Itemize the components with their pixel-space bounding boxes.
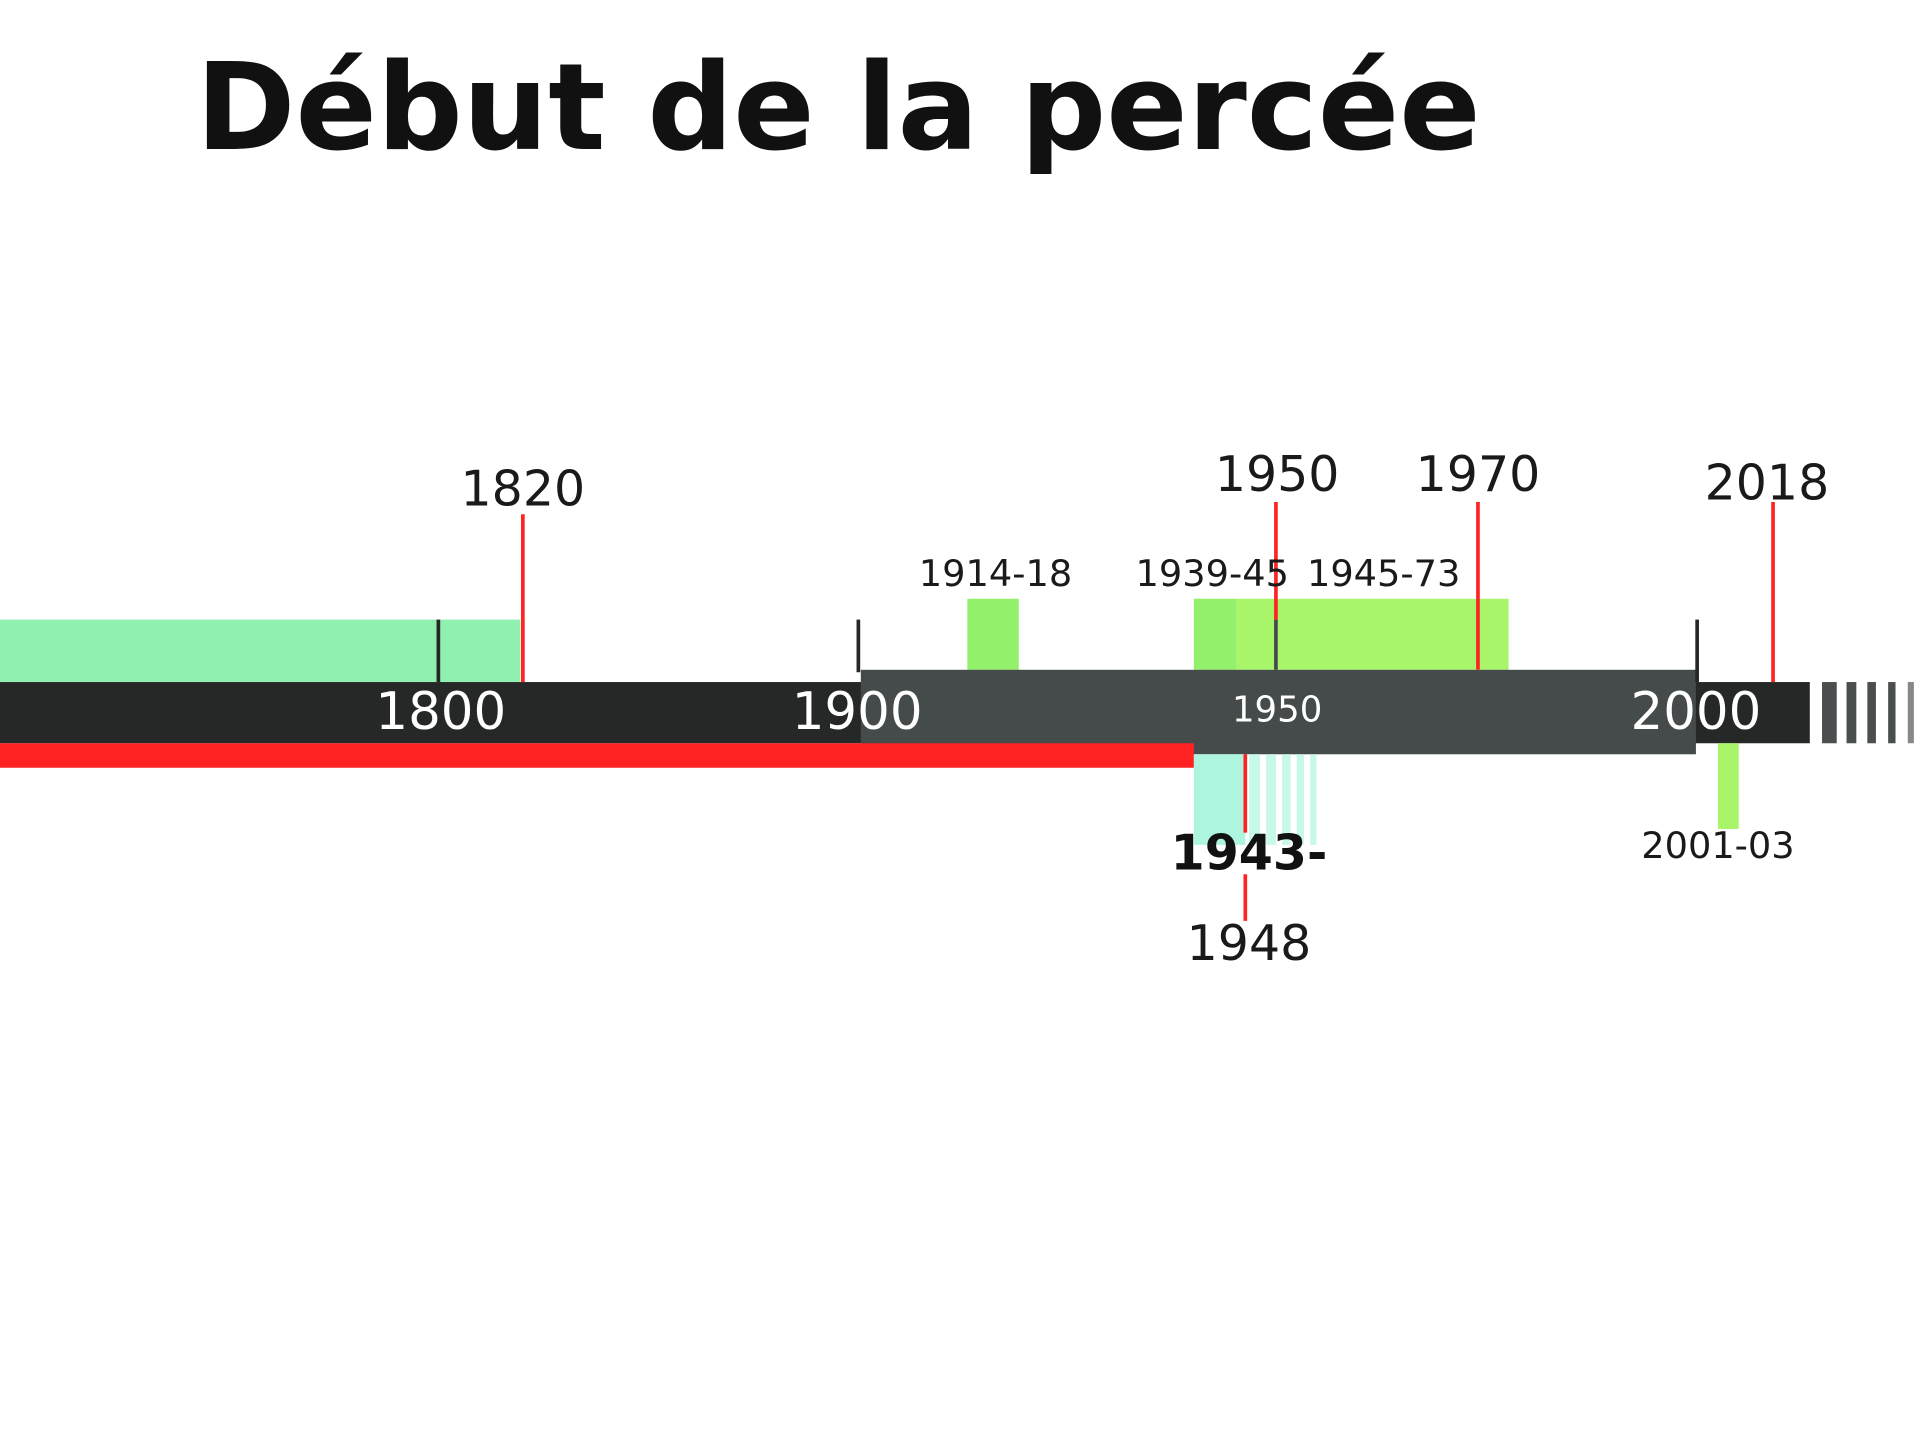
period-label: 1939-45 [1136,552,1289,595]
red-bar [0,743,1194,768]
event-label: 1950 [1215,446,1340,503]
period-bar [1236,598,1509,670]
event-label: 1820 [461,461,586,518]
mint-band [0,619,521,683]
period-bar-below [1717,743,1739,829]
event-label: 1970 [1416,446,1541,503]
event-label: 2018 [1705,455,1830,512]
fade-stripes [1248,754,1317,845]
axis-label: 1800 [375,682,506,742]
ticks [436,619,1699,683]
event-lines [521,502,1775,921]
period-bar-below [1193,754,1246,845]
axis-stripes [1822,682,1914,744]
axis-label: 1900 [792,682,923,742]
axis-bar-zoom [860,669,1696,755]
period-bar [1193,598,1237,670]
period-label: 2001-03 [1641,824,1794,867]
event-label: 1948 [1187,915,1312,972]
title: Début de la percée [196,39,1481,178]
period-label: 1945-73 [1307,552,1460,595]
axis-label: 2000 [1631,682,1762,742]
period-bar [967,598,1019,670]
period-label: 1914-18 [919,552,1072,595]
axis-label: 1950 [1232,689,1322,730]
event-label: 1943- [1171,824,1328,881]
